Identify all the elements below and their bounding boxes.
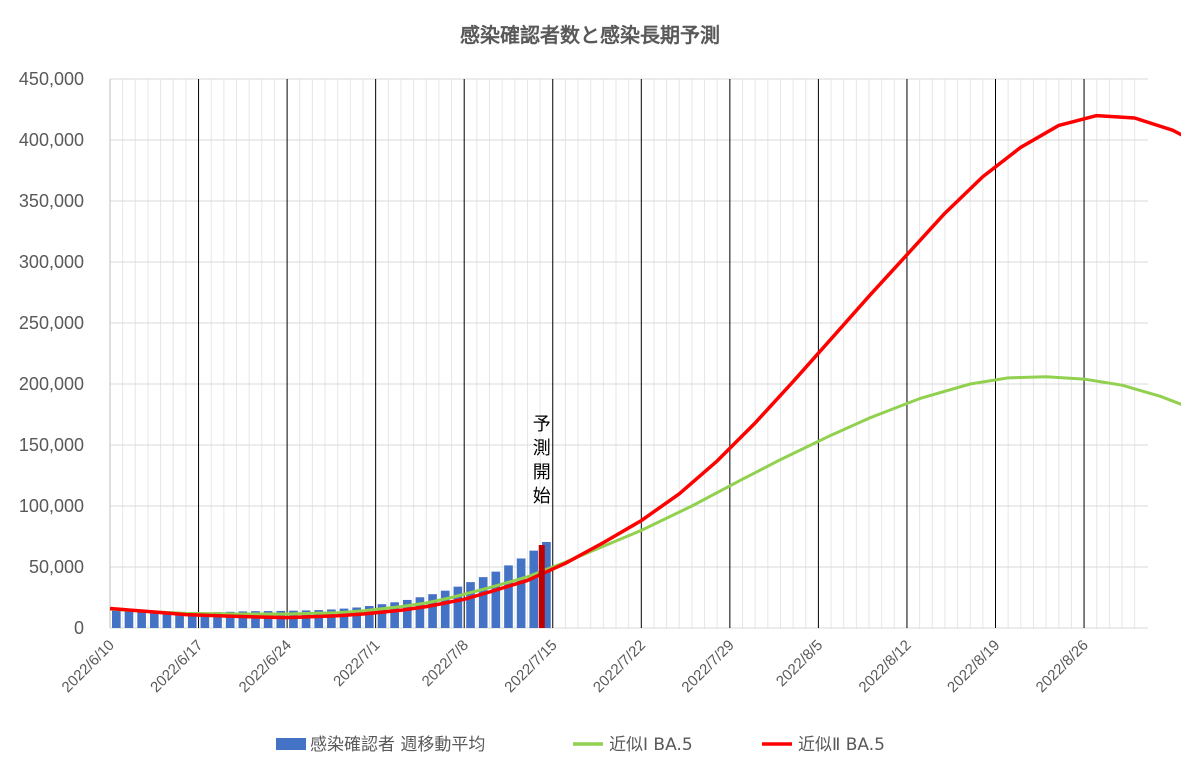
- y-tick-label: 250,000: [19, 313, 84, 333]
- x-tick-label: 2022/8/12: [856, 637, 915, 696]
- bar: [453, 586, 463, 628]
- bar: [504, 565, 513, 628]
- bar: [213, 612, 222, 628]
- y-tick-label: 150,000: [19, 435, 84, 455]
- x-tick-label: 2022/8/19: [944, 637, 1003, 696]
- y-tick-label: 450,000: [19, 69, 84, 89]
- y-tick-label: 400,000: [19, 130, 84, 150]
- x-tick-label: 2022/6/10: [59, 637, 118, 696]
- y-tick-label: 100,000: [19, 496, 84, 516]
- legend-bar-label: 感染確認者 週移動平均: [310, 735, 485, 755]
- bar: [415, 597, 425, 628]
- bar: [390, 602, 399, 628]
- bar: [124, 609, 134, 628]
- x-tick-label: 2022/7/22: [590, 637, 649, 696]
- bar: [162, 612, 172, 628]
- y-tick-label: 300,000: [19, 252, 84, 272]
- bar: [301, 610, 311, 628]
- y-axis: 0 50,000 100,000 150,000 200,000 250,000 300,0…: [19, 69, 84, 638]
- line-series: [109, 113, 1181, 620]
- bar: [187, 612, 197, 628]
- bar: [327, 609, 336, 628]
- bar-series: [112, 541, 551, 628]
- bar: [529, 550, 539, 628]
- bar: [377, 604, 387, 628]
- weekly-gridlines: [109, 79, 1085, 628]
- x-tick-label: 2022/7/15: [501, 637, 560, 696]
- forecast-start-label: 予測開始: [533, 414, 551, 507]
- bar: [137, 611, 146, 628]
- bar: [428, 594, 437, 628]
- bar: [112, 608, 121, 628]
- y-tick-label: 50,000: [29, 557, 84, 577]
- minor-gridlines: [122, 79, 1136, 628]
- x-tick-label: 2022/7/29: [678, 637, 737, 696]
- x-tick-label: 2022/7/1: [330, 637, 383, 690]
- approx1-line: [109, 375, 1181, 616]
- forecast-start-marker: 予測開始: [533, 414, 551, 628]
- approx2-line: [109, 113, 1181, 620]
- bar: [251, 611, 260, 628]
- chart-title: 感染確認者数と感染長期予測: [460, 23, 720, 47]
- bar: [542, 541, 551, 628]
- x-tick-label: 2022/7/8: [419, 637, 472, 690]
- bar: [339, 608, 349, 628]
- bar: [276, 610, 286, 628]
- bar: [225, 611, 235, 628]
- y-tick-label: 0: [74, 618, 84, 638]
- bar: [200, 612, 210, 628]
- bar: [289, 610, 298, 628]
- legend-approx1-label: 近似Ⅰ BA.5: [609, 735, 693, 755]
- legend-bar-swatch: [276, 738, 306, 750]
- x-tick-label: 2022/6/24: [236, 637, 295, 696]
- bar: [175, 612, 184, 628]
- x-tick-label: 2022/6/17: [147, 637, 206, 696]
- legend: 感染確認者 週移動平均 近似Ⅰ BA.5 近似Ⅱ BA.5: [276, 735, 885, 755]
- bar: [478, 577, 488, 628]
- bar: [352, 607, 361, 628]
- bar: [149, 612, 159, 628]
- x-tick-label: 2022/8/26: [1033, 637, 1092, 696]
- bar: [466, 582, 475, 628]
- bar: [440, 590, 450, 628]
- bar: [263, 611, 273, 628]
- legend-approx2-label: 近似Ⅱ BA.5: [798, 735, 885, 755]
- bar: [365, 606, 374, 628]
- bar: [402, 599, 412, 628]
- bar: [491, 571, 501, 628]
- bar: [516, 558, 526, 628]
- bar: [314, 610, 324, 628]
- bar: [238, 611, 248, 628]
- x-tick-label: 2022/8/5: [773, 637, 826, 690]
- x-axis: 2022/6/10 2022/6/17 2022/6/24 2022/7/1 2022/…: [59, 637, 1092, 696]
- y-tick-label: 350,000: [19, 191, 84, 211]
- y-tick-label: 200,000: [19, 374, 84, 394]
